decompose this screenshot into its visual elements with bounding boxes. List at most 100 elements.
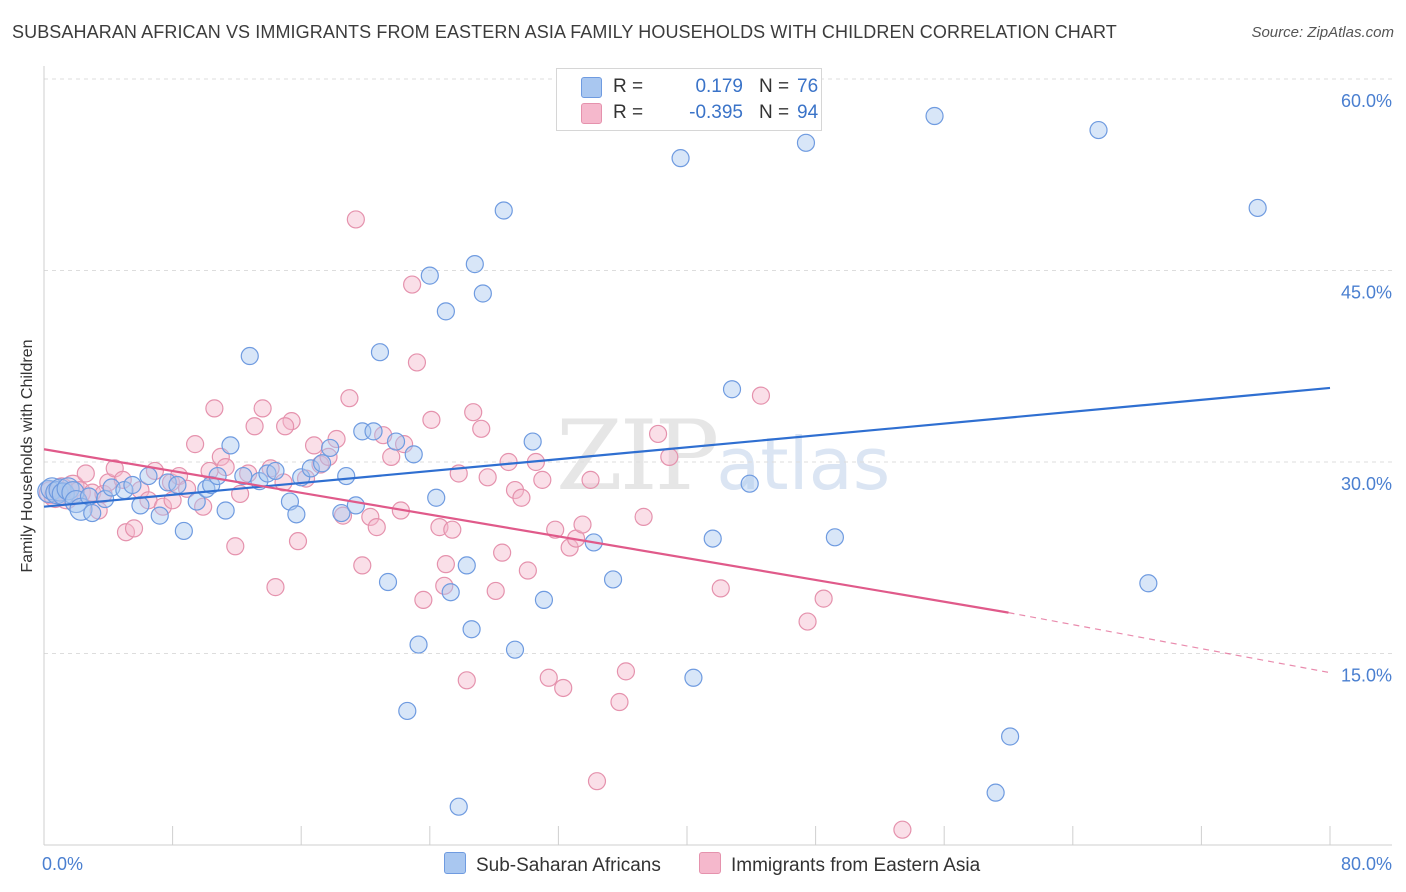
blue-data-point: [427, 488, 446, 507]
pink-data-point: [634, 507, 653, 526]
blue-data-point: [603, 570, 623, 589]
blue-data-point: [449, 797, 468, 816]
pink-data-point: [276, 417, 295, 436]
blue-data-point: [150, 506, 169, 525]
pink-data-point: [533, 470, 552, 489]
blue-data-point: [83, 503, 102, 523]
bottom-legend-swatch-blue: [444, 852, 466, 874]
legend-swatch-pink: [581, 103, 602, 124]
correlation-legend: R = 0.179 N = 76 R = -0.395 N = 94: [556, 68, 822, 131]
blue-data-point: [216, 501, 235, 520]
blue-data-point: [404, 445, 423, 464]
blue-data-point: [722, 380, 742, 399]
legend-n-value: 76: [797, 76, 819, 97]
blue-data-point: [1248, 198, 1267, 218]
x-tick-label: 80.0%: [1341, 854, 1392, 874]
pink-data-point: [814, 589, 833, 608]
source-credit: Source: ZipAtlas.com: [1251, 24, 1394, 41]
blue-data-point: [684, 668, 703, 687]
blue-data-point: [505, 640, 525, 659]
blue-data-point: [523, 432, 542, 451]
pink-data-point: [226, 537, 245, 556]
pink-data-point: [893, 820, 912, 839]
legend-n-value: 94: [797, 102, 819, 123]
blue-data-point: [398, 701, 417, 721]
pink-data-point: [327, 429, 346, 449]
blue-data-point: [234, 466, 253, 486]
blue-data-point: [312, 454, 332, 473]
bottom-legend-label-pink: Immigrants from Eastern Asia: [731, 855, 981, 876]
blue-data-point: [221, 436, 240, 455]
blue-data-point: [168, 475, 187, 495]
blue-data-point: [825, 528, 844, 547]
legend-n-label: N =: [759, 76, 790, 97]
pink-trend-line-extension: [1008, 612, 1331, 674]
pink-data-point: [660, 447, 679, 466]
pink-data-point: [414, 590, 433, 609]
blue-data-point: [494, 201, 513, 220]
x-tick-label: 0.0%: [42, 854, 83, 874]
blue-data-point: [420, 266, 439, 285]
pink-data-point: [518, 561, 537, 580]
blue-trend-line: [43, 386, 1331, 508]
blue-data-point: [441, 583, 460, 602]
y-tick-label: 15.0%: [1341, 666, 1392, 686]
blue-data-point: [266, 461, 285, 481]
pink-data-point: [546, 520, 565, 539]
blue-data-point: [534, 590, 554, 609]
pink-data-point: [581, 470, 600, 489]
pink-data-point: [422, 410, 441, 429]
blue-data-point: [123, 475, 142, 495]
pink-data-point: [382, 447, 401, 466]
pink-data-point: [443, 520, 462, 539]
pink-data-point: [486, 581, 505, 601]
pink-data-point: [304, 436, 324, 455]
pink-data-point: [610, 692, 629, 712]
pink-trend-line: [43, 448, 1009, 614]
blue-data-point: [337, 466, 356, 486]
blue-data-point: [703, 529, 722, 548]
blue-data-point: [370, 343, 390, 362]
blue-data-point: [409, 635, 428, 654]
pink-data-point: [367, 518, 386, 537]
pink-data-point: [403, 275, 422, 294]
blue-data-point: [378, 572, 398, 592]
pink-data-point: [124, 519, 144, 538]
pink-data-point: [616, 662, 636, 681]
pink-data-point: [512, 488, 531, 507]
legend-r-value: -0.395: [689, 102, 743, 123]
blue-data-point: [287, 505, 306, 524]
bottom-legend-label-blue: Sub-Saharan Africans: [476, 855, 661, 876]
pink-data-point: [353, 556, 372, 575]
y-tick-label: 60.0%: [1341, 91, 1392, 111]
blue-data-point: [95, 489, 115, 509]
legend-r-label: R =: [613, 76, 644, 97]
blue-data-point: [321, 438, 340, 458]
pink-data-point: [361, 507, 380, 526]
pink-data-point: [261, 459, 280, 478]
pink-data-point: [464, 403, 483, 422]
pink-data-point: [407, 353, 427, 372]
pink-data-point: [587, 772, 607, 791]
pink-data-point: [648, 424, 668, 444]
pink-data-point: [751, 386, 771, 405]
blue-data-point: [139, 466, 158, 486]
legend-swatch-blue: [581, 77, 602, 98]
blue-data-point: [925, 106, 944, 126]
pink-data-point: [499, 452, 518, 472]
pink-data-point: [346, 210, 365, 229]
y-tick-label: 30.0%: [1341, 474, 1392, 494]
chart-title: SUBSAHARAN AFRICAN VS IMMIGRANTS FROM EA…: [12, 22, 1117, 42]
blue-data-point: [364, 422, 383, 441]
pink-data-point: [478, 468, 497, 487]
legend-r-label: R =: [613, 102, 644, 123]
pink-data-point: [457, 671, 476, 690]
blue-data-point: [740, 474, 759, 493]
pink-data-point: [205, 399, 224, 418]
blue-data-point: [301, 459, 320, 478]
pink-data-point: [711, 579, 730, 598]
blue-data-point: [174, 521, 193, 541]
blue-data-point: [462, 620, 481, 639]
pink-data-point: [539, 668, 558, 687]
blue-data-point: [1139, 574, 1158, 593]
